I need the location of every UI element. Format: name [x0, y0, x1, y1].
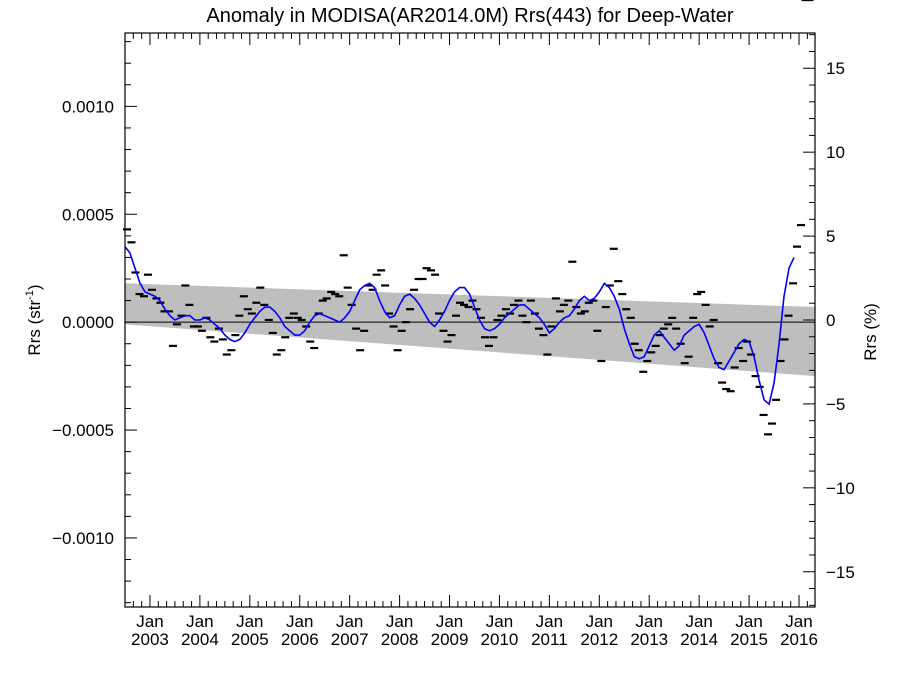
y-right-axis-label: Rrs (%) — [861, 303, 880, 361]
x-tick-year-label: 2006 — [281, 630, 319, 649]
x-tick-year-label: 2013 — [630, 630, 668, 649]
y-left-axis-label-superscript: -1 — [24, 290, 36, 300]
x-tick-year-label: 2012 — [580, 630, 618, 649]
x-tick-month-label: Jan — [136, 612, 163, 631]
y-left-tick-label: −0.0010 — [52, 529, 114, 548]
confidence-band — [125, 283, 815, 377]
confidence-band-layer — [125, 283, 815, 377]
x-tick-month-label: Jan — [236, 612, 263, 631]
x-tick-year-label: 2014 — [680, 630, 718, 649]
x-tick-month-label: Jan — [536, 612, 563, 631]
x-tick-month-label: Jan — [685, 612, 712, 631]
y-right-tick-label: −5 — [826, 395, 845, 414]
monthly-points-layer — [122, 0, 814, 436]
x-tick-year-label: 2015 — [730, 630, 768, 649]
x-tick-month-label: Jan — [636, 612, 663, 631]
axes-layer — [124, 32, 816, 608]
y-right-tick-label: 15 — [826, 59, 845, 78]
y-right-tick-label: −10 — [826, 479, 855, 498]
y-right-tick-label: −15 — [826, 563, 855, 582]
x-tick-year-label: 2009 — [431, 630, 469, 649]
x-tick-month-label: Jan — [436, 612, 463, 631]
x-tick-month-label: Jan — [286, 612, 313, 631]
y-right-tick-label: 10 — [826, 143, 845, 162]
y-right-tick-label: 5 — [826, 227, 835, 246]
x-tick-month-label: Jan — [785, 612, 812, 631]
chart-title: Anomaly in MODISA(AR2014.0M) Rrs(443) fo… — [206, 5, 734, 27]
y-left-tick-label: 0.0010 — [62, 97, 114, 116]
y-left-axis-label: Rrs (str-1) — [24, 284, 44, 355]
labels-layer: 0.0010 0.0005 0.0000 −0.0005 −0.0010 15 10 5 0 −5… — [24, 5, 880, 649]
y-left-axis-label-main: Rrs (str — [25, 300, 44, 356]
x-tick-month-label: Jan — [586, 612, 613, 631]
x-tick-year-label: 2005 — [231, 630, 269, 649]
x-tick-year-label: 2011 — [531, 630, 568, 649]
x-tick-year-label: 2004 — [181, 630, 219, 649]
y-left-tick-label: 0.0005 — [62, 205, 114, 224]
y-right-tick-label: 0 — [826, 311, 835, 330]
smoothed-series-line — [124, 246, 795, 406]
y-left-tick-label: −0.0005 — [52, 421, 114, 440]
x-tick-month-label: Jan — [386, 612, 413, 631]
x-tick-month-label: Jan — [486, 612, 513, 631]
y-left-tick-label: 0.0000 — [62, 313, 114, 332]
y-left-axis-label-close: ) — [25, 284, 44, 290]
x-tick-year-label: 2010 — [481, 630, 519, 649]
x-tick-year-label: 2007 — [331, 630, 369, 649]
x-tick-month-label: Jan — [186, 612, 213, 631]
x-tick-month-label: Jan — [336, 612, 363, 631]
x-tick-month-label: Jan — [735, 612, 762, 631]
x-tick-year-label: 2016 — [780, 630, 818, 649]
x-tick-year-label: 2003 — [131, 630, 169, 649]
smoothed-line-layer — [124, 246, 795, 406]
x-tick-year-label: 2008 — [381, 630, 419, 649]
